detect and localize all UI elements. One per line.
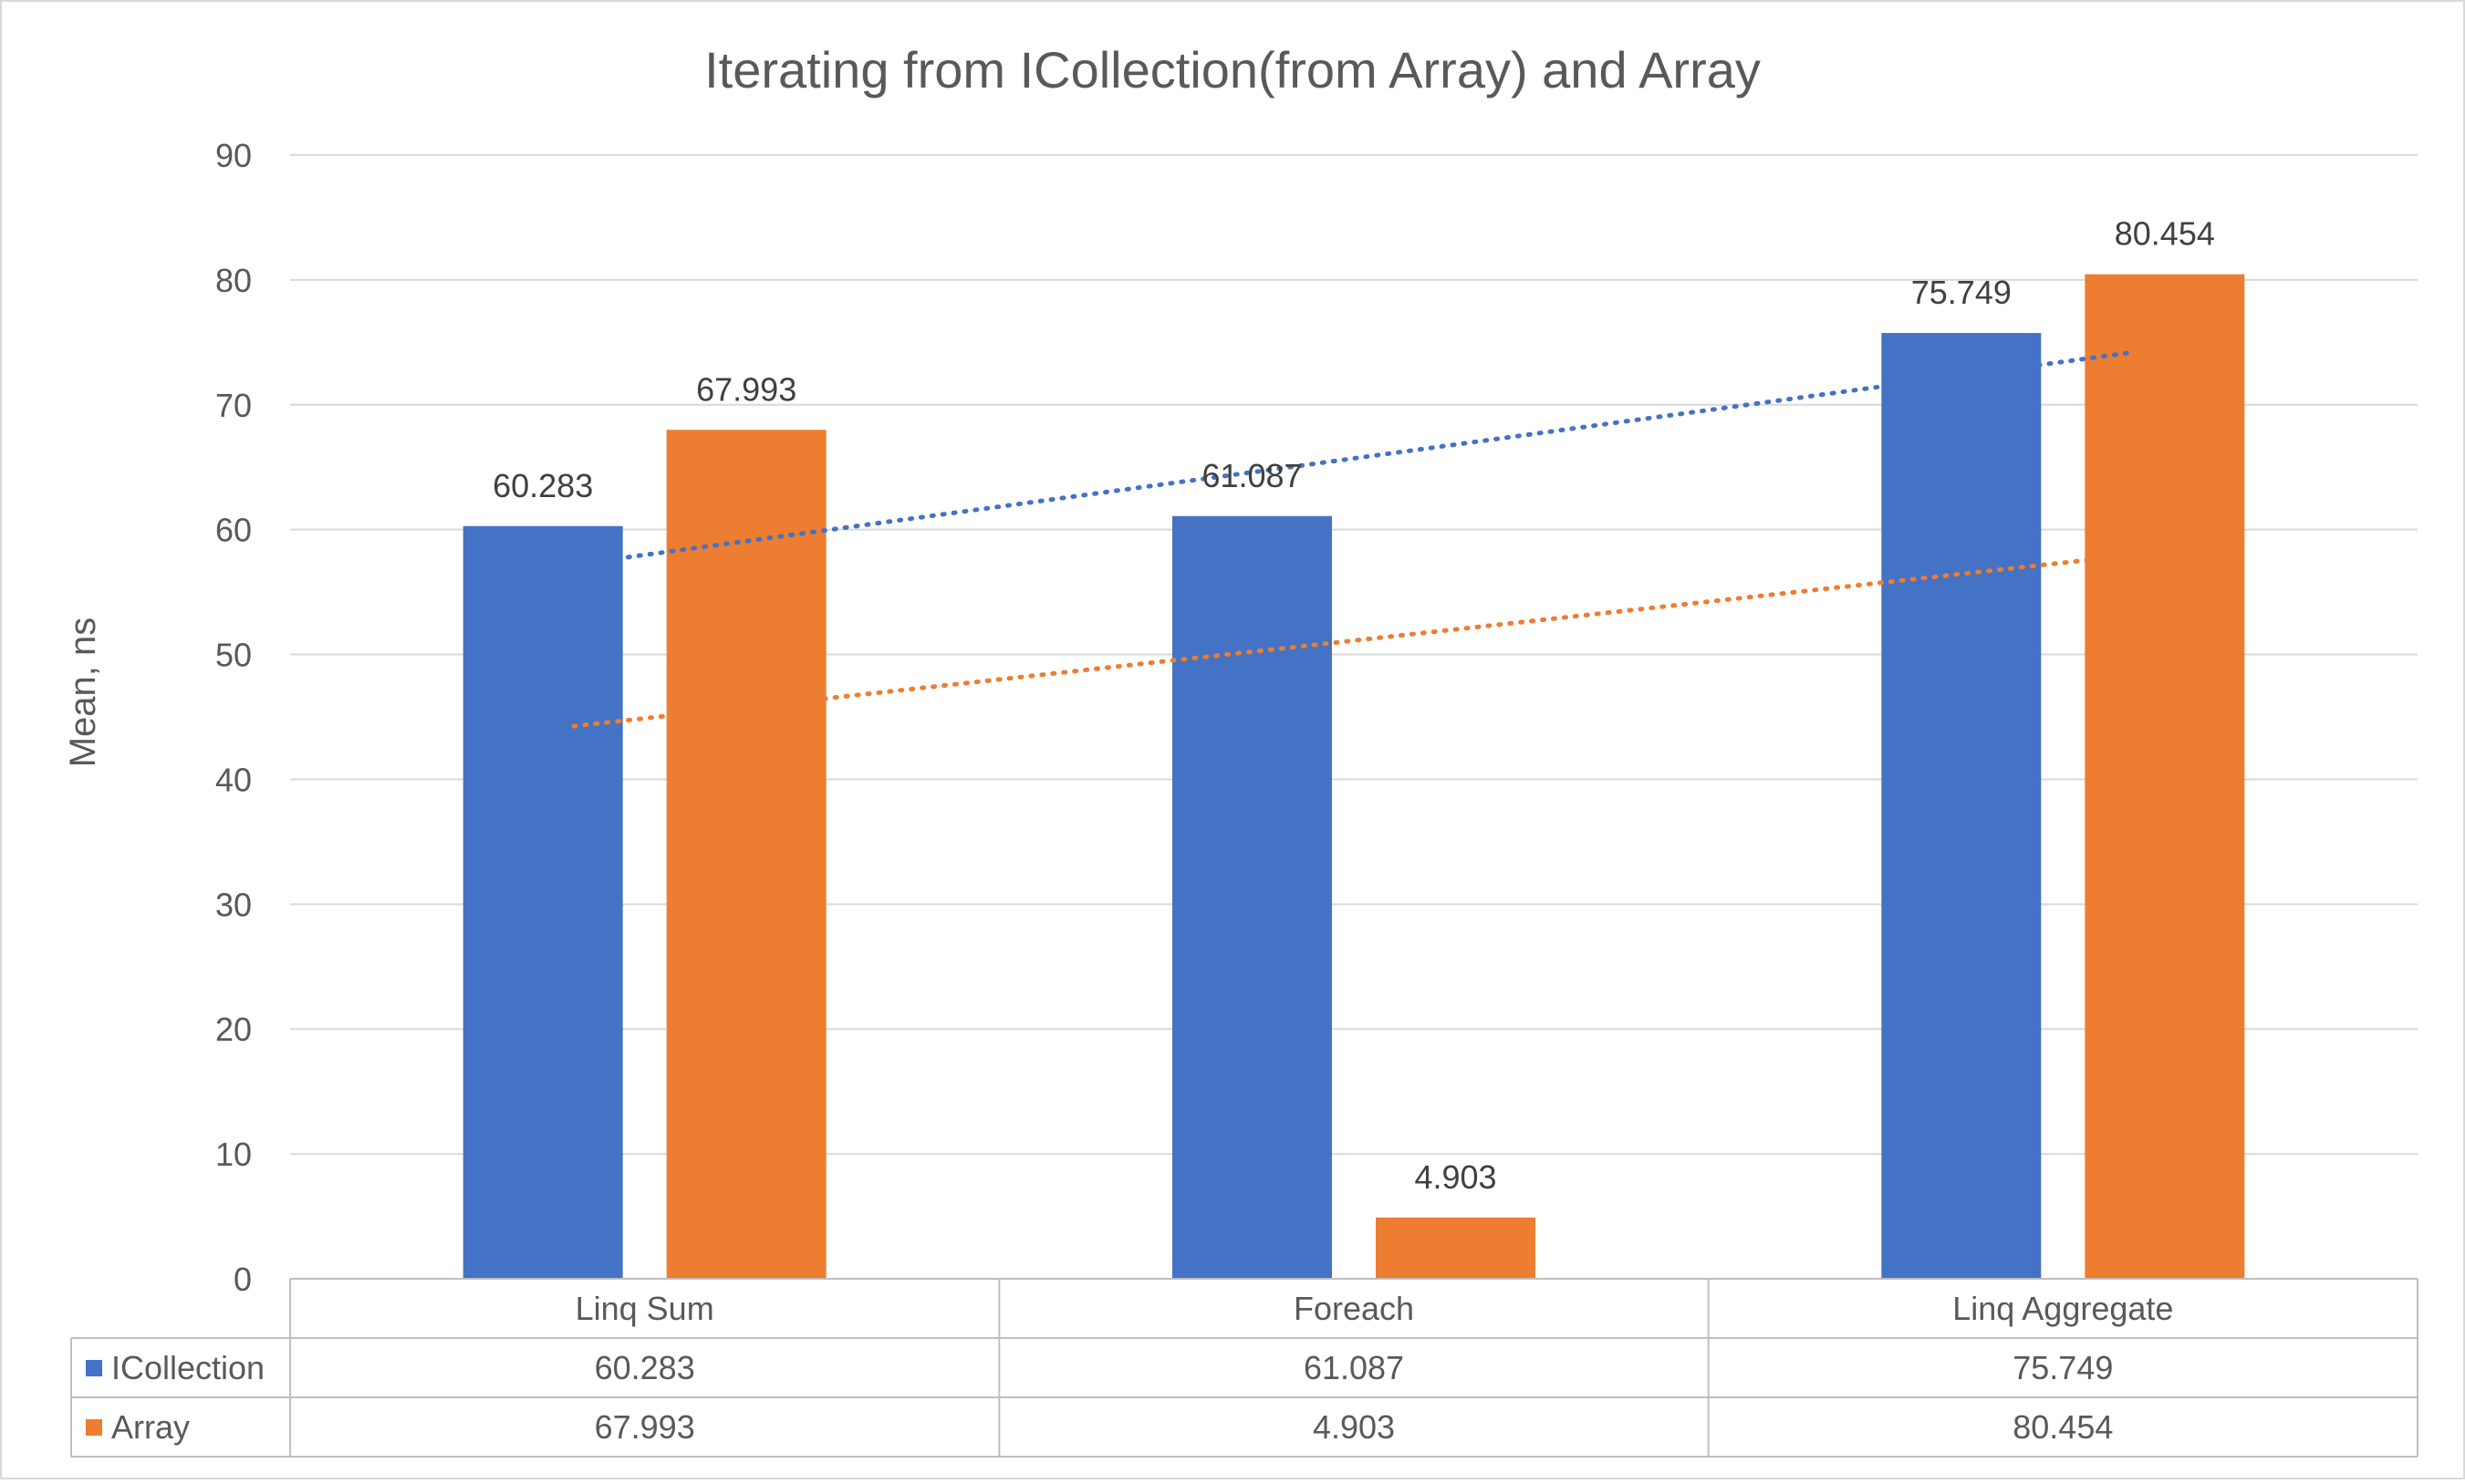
y-axis-ticks: 0 10 20 30 40 50 60 70 80 90 [215,137,252,1298]
y-tick-label: 30 [215,886,252,923]
data-label: 67.993 [696,370,796,408]
chart-title: Iterating from ICollection(from Array) a… [704,41,1761,99]
bar-icollection-0 [463,525,623,1279]
y-tick-label: 70 [215,387,252,424]
y-tick-label: 90 [215,137,252,174]
data-label: 4.903 [1414,1158,1496,1196]
x-tick-label: Linq Sum [576,1290,714,1327]
bar-array-2 [2085,274,2245,1280]
data-label: 60.283 [493,467,593,504]
bars [463,274,2245,1280]
table-cell: 60.283 [595,1349,695,1386]
trendline-icollection [571,349,2137,567]
y-tick-label: 10 [215,1136,252,1173]
table-cell: 80.454 [2013,1408,2113,1446]
trendline-array [571,552,2137,729]
bar-icollection-2 [1881,333,2042,1280]
legend-entry: ICollection [111,1349,265,1386]
trendlines [571,349,2137,729]
bar-array-1 [1376,1217,1535,1279]
bar-array-0 [666,430,827,1280]
y-tick-label: 40 [215,761,252,798]
legend-swatch-icollection [86,1360,102,1376]
bar-icollection-1 [1172,515,1332,1279]
data-label: 75.749 [1911,274,2012,311]
y-tick-label: 20 [215,1011,252,1048]
table-cell: 61.087 [1304,1349,1404,1386]
table-cell: 4.903 [1313,1408,1395,1446]
table-cell: 67.993 [595,1408,695,1446]
data-label: 80.454 [2115,215,2215,253]
legend-entry: Array [111,1408,190,1446]
x-tick-label: Linq Aggregate [1952,1290,2173,1327]
data-label: 61.087 [1201,457,1302,494]
data-table: Linq Sum Foreach Linq Aggregate ICollection… [70,1278,2418,1458]
y-tick-label: 60 [215,512,252,549]
y-tick-label: 0 [234,1261,252,1298]
y-tick-label: 50 [215,637,252,674]
legend-swatch-array [86,1419,102,1436]
table-cell: 75.749 [2013,1349,2113,1386]
y-tick-label: 80 [215,262,252,299]
x-tick-label: Foreach [1294,1290,1414,1327]
data-labels: 60.283 61.087 75.749 67.993 4.903 80.454 [493,215,2215,1196]
y-axis-title: Mean, ns [63,617,103,768]
